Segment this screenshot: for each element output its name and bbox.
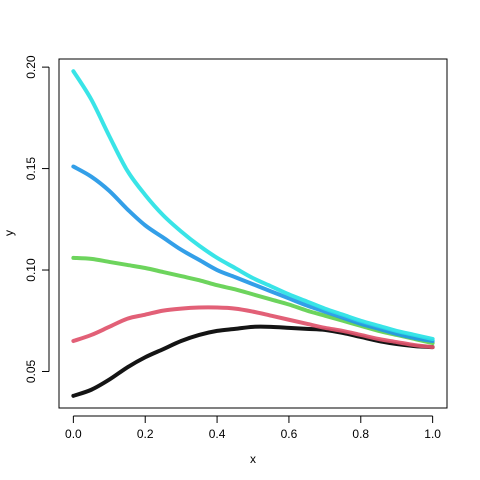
x-axis: 0.0 0.2 0.4 0.6 0.8 1.0: [65, 415, 441, 441]
y-axis: 0.05 0.10 0.15 0.20: [24, 55, 50, 383]
x-tick-label: 0.8: [352, 427, 369, 441]
y-axis-label: y: [2, 230, 16, 236]
series-line-5: [71, 69, 435, 342]
plot-frame: [58, 58, 448, 409]
x-tick-label: 0.0: [65, 427, 82, 441]
x-tick-label: 0.2: [137, 427, 154, 441]
x-tick-label: 0.6: [281, 427, 298, 441]
x-tick-label: 1.0: [424, 427, 441, 441]
y-tick-label: 0.10: [24, 258, 38, 282]
x-tick-label: 0.4: [209, 427, 226, 441]
series-line-4: [71, 164, 435, 344]
x-axis-label: x: [250, 452, 256, 466]
y-tick-label: 0.05: [24, 359, 38, 383]
y-tick-label: 0.20: [24, 55, 38, 79]
series-layer: [71, 69, 435, 398]
series-line-2: [71, 305, 435, 350]
y-tick-label: 0.15: [24, 157, 38, 181]
